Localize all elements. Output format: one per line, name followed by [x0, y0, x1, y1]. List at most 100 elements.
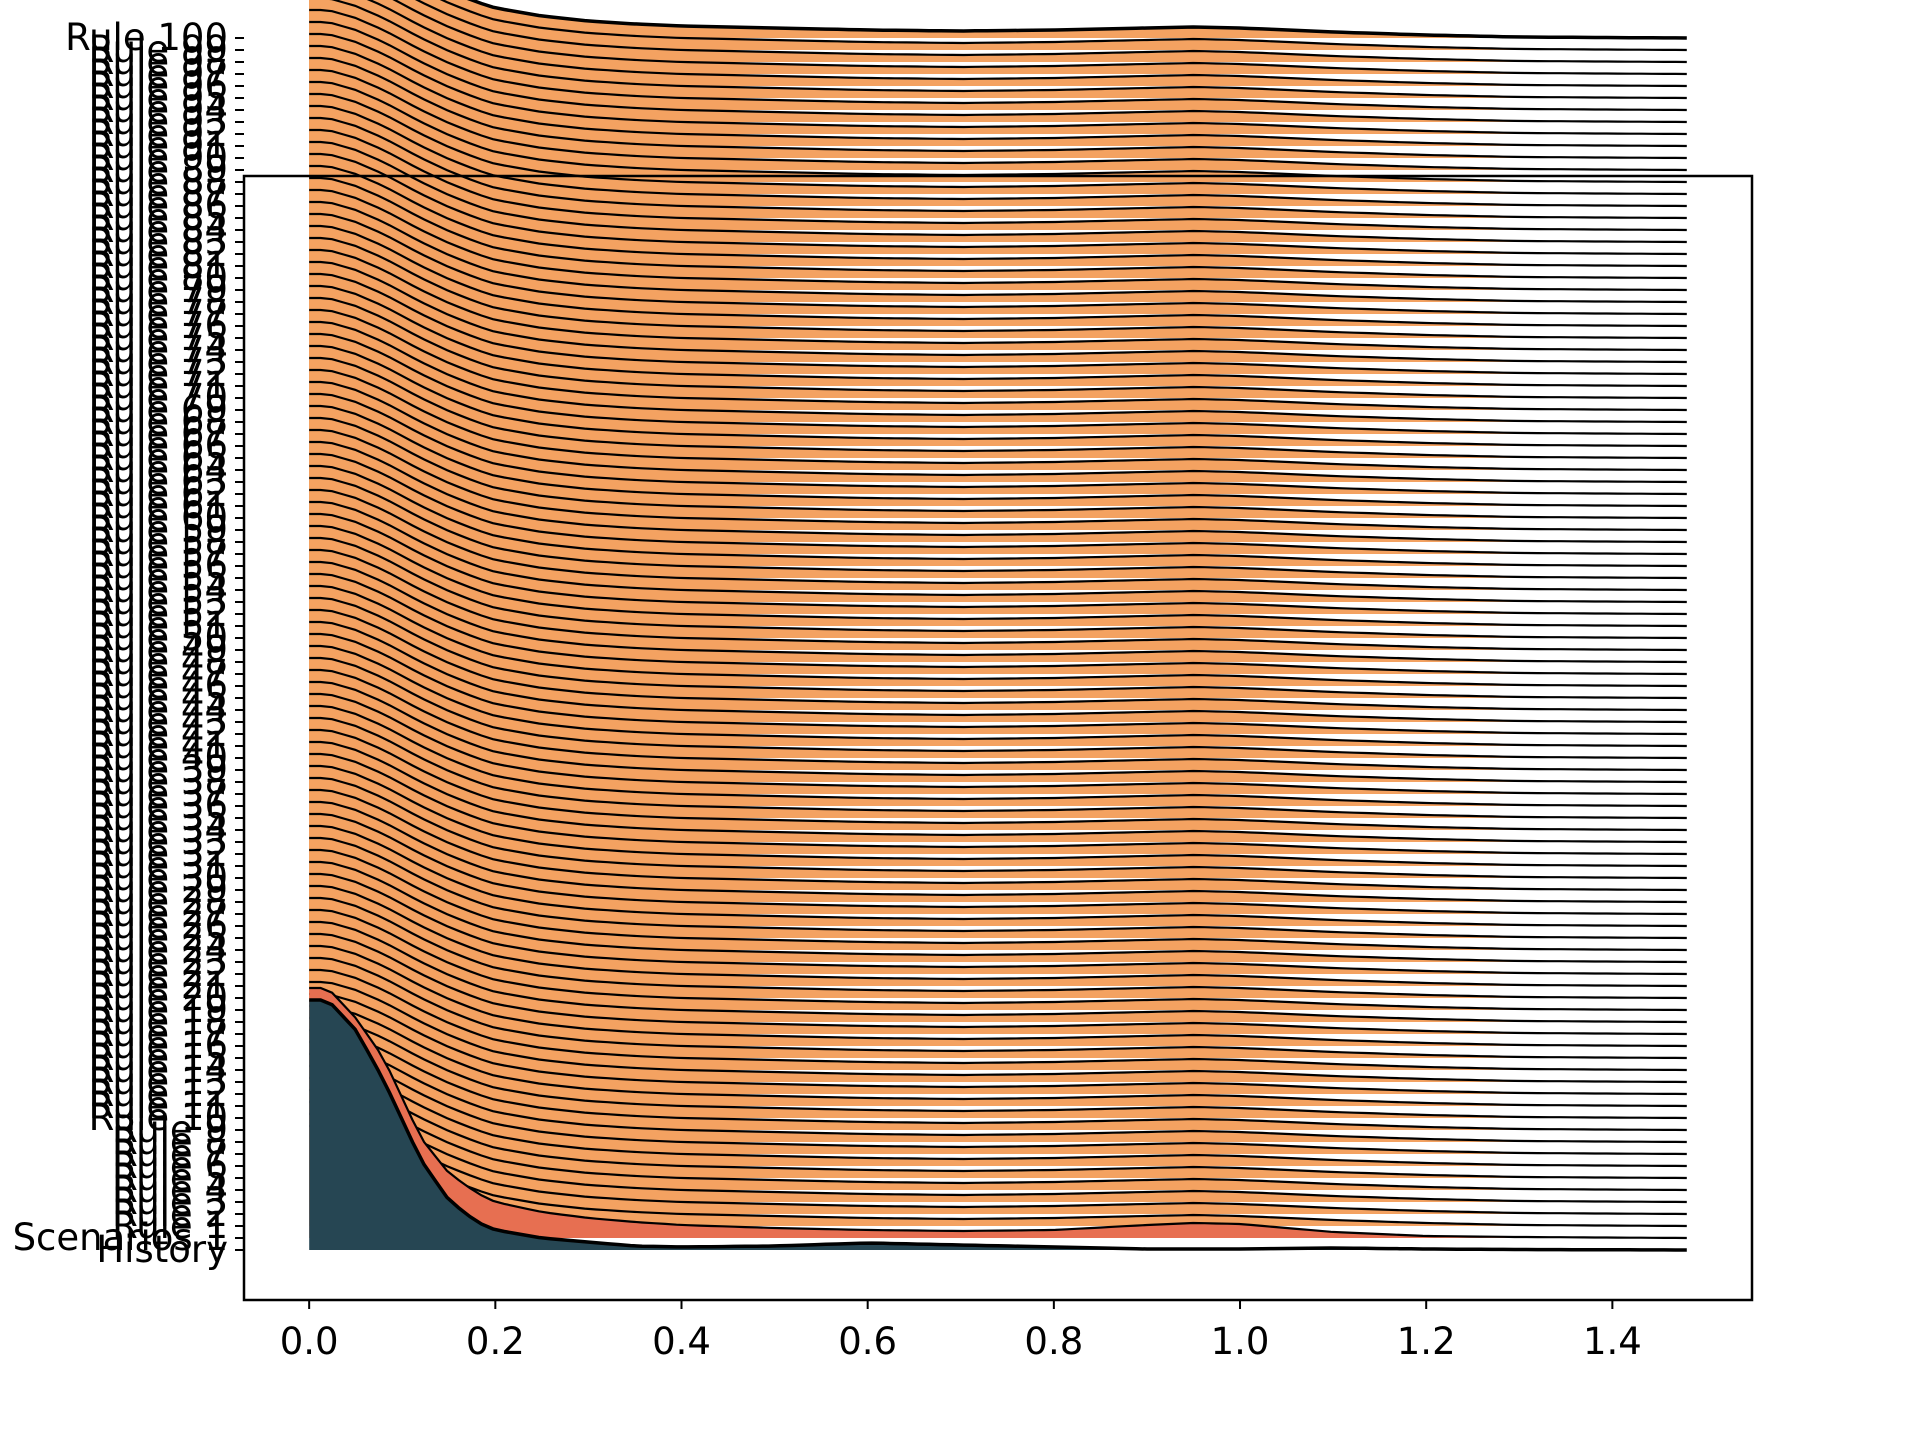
ridge-outline [309, 620, 1687, 724]
ridge-outline [309, 752, 1687, 856]
y-tick-label: Rule 42 [89, 712, 228, 755]
y-tick-label: Rule 75 [89, 316, 228, 359]
y-tick-label: Rule 74 [89, 328, 228, 371]
y-tick-label: Rule 81 [89, 244, 228, 287]
ridge-outline [309, 416, 1687, 520]
y-tick-label: Rule 67 [89, 412, 228, 455]
y-tick-label: Rule 71 [89, 364, 228, 407]
x-axis: 0.0 0.2 0.4 0.6 0.8 1.0 1.2 1.4 [280, 1300, 1642, 1363]
y-tick-label: Rule 10 [89, 1096, 228, 1139]
y-tick-label: Rule 9 [112, 1108, 228, 1151]
y-tick-label: Rule 76 [89, 304, 228, 347]
ridge-outline [309, 1076, 1687, 1180]
ridge-outline [309, 1028, 1687, 1132]
ridge-outline [309, 260, 1687, 364]
ridge-fill [309, 1000, 1687, 1250]
y-tick-label: Rule 20 [89, 976, 228, 1019]
ridge-102 [309, 0, 1687, 40]
ridge-outline [309, 884, 1687, 988]
y-tick-label: Rule 21 [89, 964, 228, 1007]
y-tick-label: Rule 64 [89, 448, 228, 491]
ridge-101 [309, 0, 1687, 52]
y-tick-label: Rule 82 [89, 232, 228, 275]
ridge-outline [309, 116, 1687, 220]
y-tick-label: Rule 70 [89, 376, 228, 419]
y-tick-label: Rule 95 [89, 76, 228, 119]
ridge-outline [309, 1052, 1687, 1156]
x-tick-label: 0.2 [466, 1320, 525, 1363]
ridge-outline [309, 320, 1687, 424]
y-tick-label: Rule 39 [89, 748, 228, 791]
ridge-outline [309, 572, 1687, 676]
ridge-layer [309, 0, 1687, 1252]
ridge-outline [466, 0, 1687, 40]
y-tick-label: Rule 4 [112, 1168, 228, 1211]
ridge-outline [309, 188, 1687, 292]
ridge-outline [309, 512, 1687, 616]
y-tick-label: Rule 30 [89, 856, 228, 899]
ridge-outline [309, 464, 1687, 568]
ridge-outline [309, 548, 1687, 652]
ridge-outline [309, 392, 1687, 496]
y-tick-label: Rule 23 [89, 940, 228, 983]
y-tick-label: Rule 32 [89, 832, 228, 875]
ridge-outline [309, 1016, 1687, 1120]
ridge-outline [309, 200, 1687, 304]
ridge-outline [309, 872, 1687, 976]
y-tick-label: Rule 16 [89, 1024, 228, 1067]
ridge-outline [309, 332, 1687, 436]
ridge-outline [309, 164, 1687, 268]
ridge-outline [309, 476, 1687, 580]
y-tick-label: Rule 78 [89, 280, 228, 323]
y-tick-label: Rule 98 [89, 40, 228, 83]
ridge-outline [309, 104, 1687, 208]
ridge-outline [309, 608, 1687, 712]
y-tick-label: Rule 6 [112, 1144, 228, 1187]
y-tick-label: Rule 15 [89, 1036, 228, 1079]
x-tick-label: 1.4 [1583, 1320, 1642, 1363]
y-tick-label: Rule 73 [89, 340, 228, 383]
ridge-outline [309, 272, 1687, 376]
y-tick-label: Rule 31 [89, 844, 228, 887]
x-tick-label: 0.4 [652, 1320, 711, 1363]
y-tick-label: Rule 1 [112, 1204, 228, 1247]
y-tick-label: Rule 100 [65, 16, 228, 59]
ridge-outline [309, 956, 1687, 1060]
ridge-outline [309, 128, 1687, 232]
y-tick-label: Rule 19 [89, 988, 228, 1031]
ridge-outline [309, 32, 1687, 136]
ridge-outline [309, 764, 1687, 868]
y-tick-label: Rule 52 [89, 592, 228, 635]
ridge-outline [309, 1040, 1687, 1144]
x-tick-label: 1.0 [1211, 1320, 1270, 1363]
ridge-outline [309, 536, 1687, 640]
y-tick-label: Rule 43 [89, 700, 228, 743]
y-tick-label: Rule 12 [89, 1072, 228, 1115]
y-tick-label: Rule 60 [89, 496, 228, 539]
ridge-outline [309, 284, 1687, 388]
y-tick-label: Rule 59 [89, 508, 228, 551]
y-tick-label: Rule 47 [89, 652, 228, 695]
y-tick-label: Rule 69 [89, 388, 228, 431]
y-tick-label: Rule 84 [89, 208, 228, 251]
ridge-outline [309, 776, 1687, 880]
ridge-outline [309, 680, 1687, 784]
ridge-outline [309, 80, 1687, 184]
ridge-outline [309, 656, 1687, 760]
y-tick-label: Rule 80 [89, 256, 228, 299]
y-tick-label: Rule 89 [89, 148, 228, 191]
ridge-outline [309, 740, 1687, 844]
y-tick-label: Rule 68 [89, 400, 228, 443]
y-tick-label: Rule 28 [89, 880, 228, 923]
y-tick-label: Rule 90 [89, 136, 228, 179]
x-tick-label: 1.2 [1397, 1320, 1456, 1363]
ridge-outline [309, 1064, 1687, 1168]
ridge-outline [309, 1088, 1687, 1192]
y-tick-label: Rule 3 [112, 1180, 228, 1223]
ridge-outline [309, 404, 1687, 508]
ridge-outline [309, 68, 1687, 172]
y-tick-label: Rule 37 [89, 772, 228, 815]
y-tick-label: Rule 65 [89, 436, 228, 479]
ridge-outline [309, 212, 1687, 316]
ridge-outline [309, 524, 1687, 628]
